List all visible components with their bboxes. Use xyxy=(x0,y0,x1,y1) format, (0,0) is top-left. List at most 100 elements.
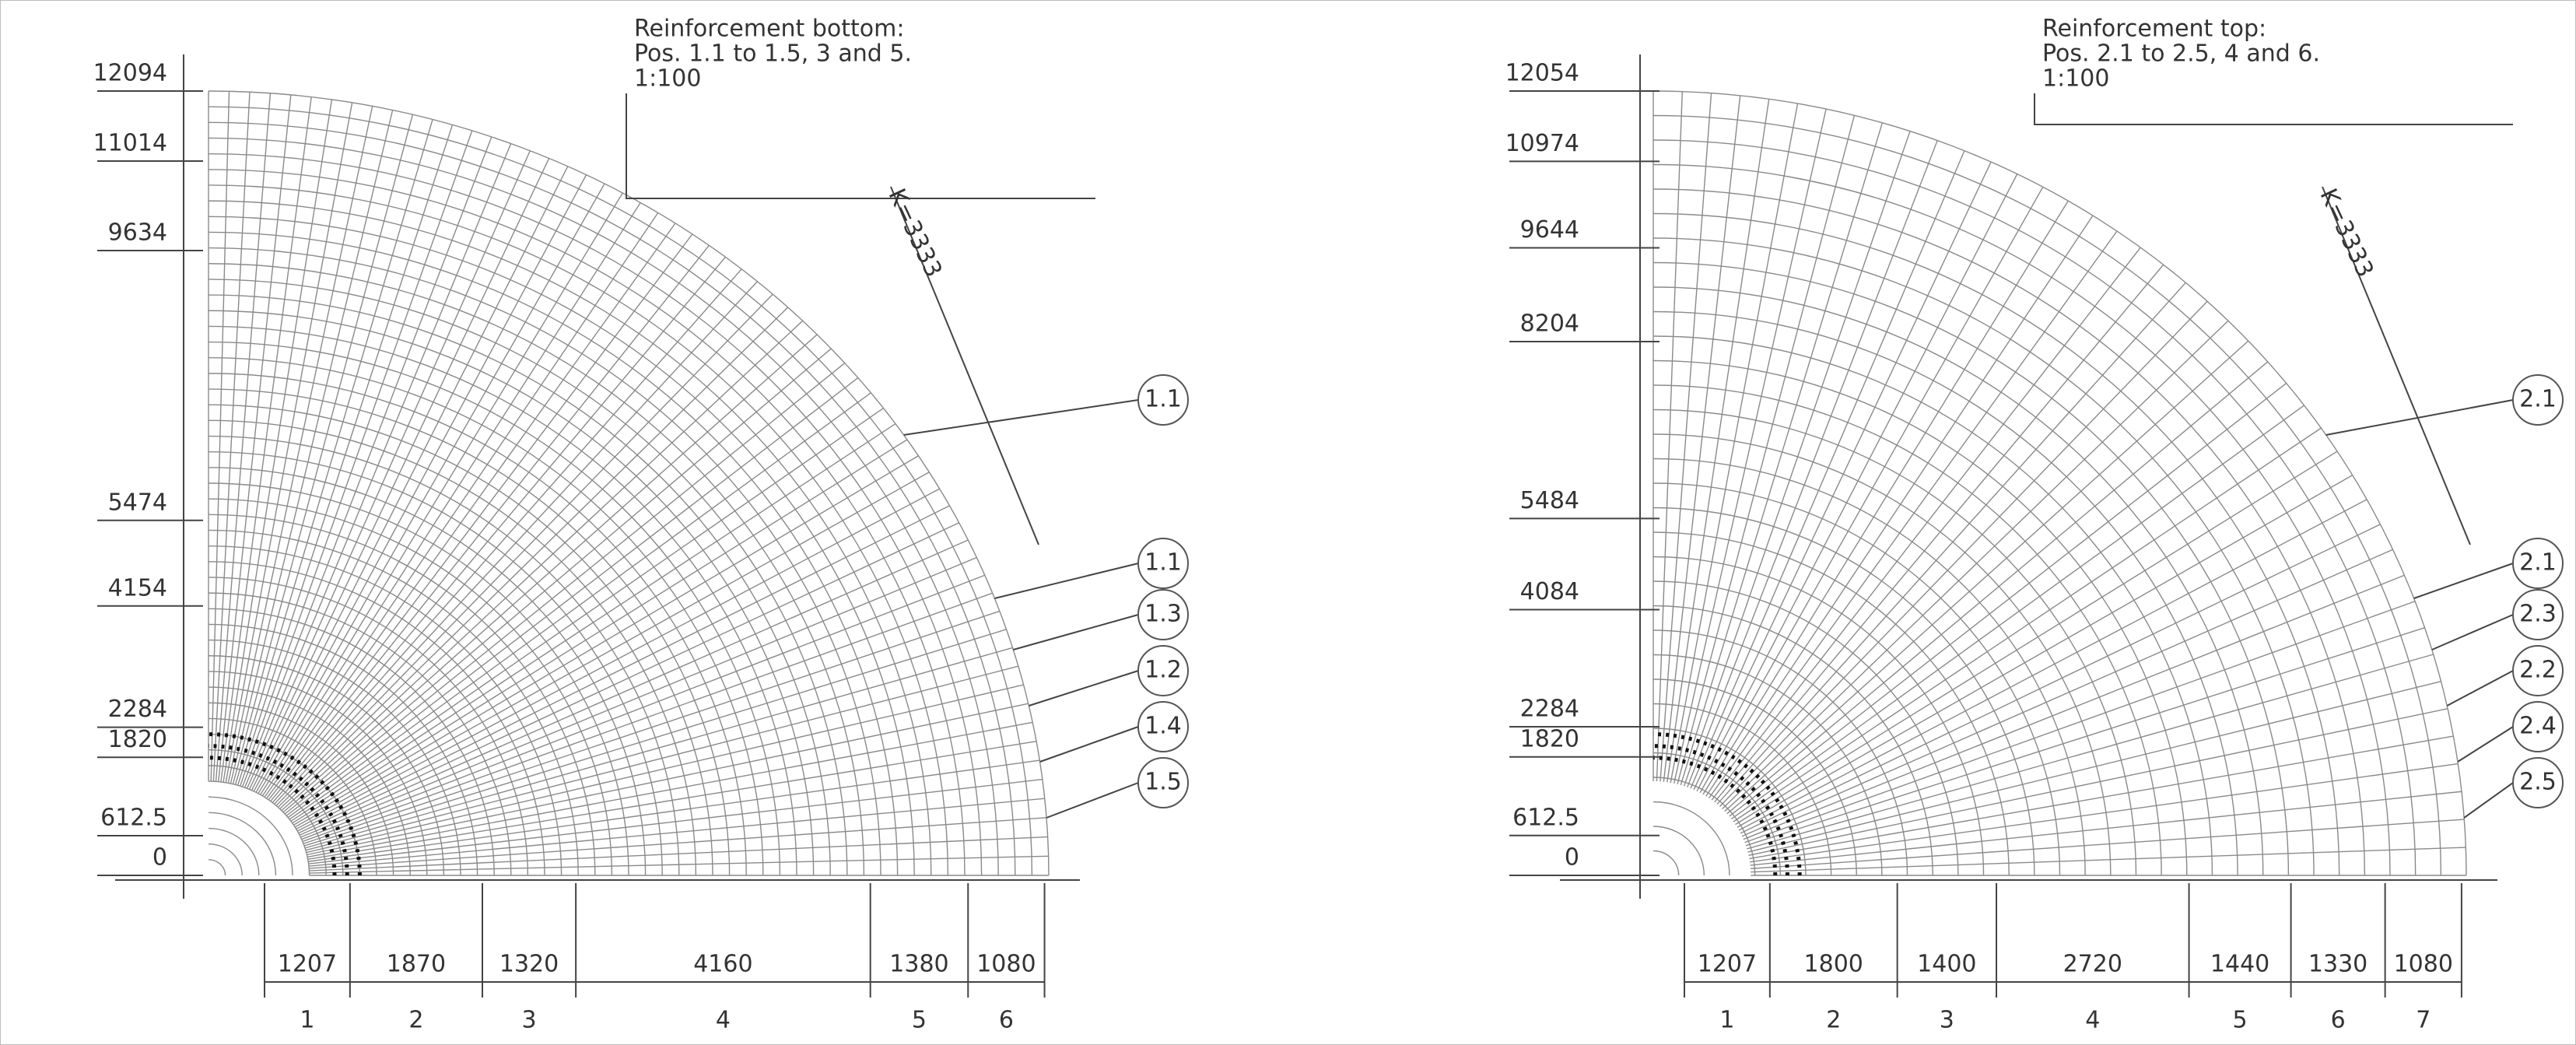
zone-number: 4 xyxy=(716,1007,731,1034)
mesh-ray xyxy=(1745,627,2425,847)
mesh-ray xyxy=(227,106,373,784)
mesh-ray xyxy=(270,256,726,802)
position-circle xyxy=(2512,645,2564,696)
mesh-ray xyxy=(1708,230,2118,799)
mesh-ray xyxy=(1724,340,2249,812)
mesh-ray xyxy=(225,102,353,783)
zone-number: 5 xyxy=(2233,1007,2248,1034)
mesh-ray xyxy=(309,855,1049,874)
vertical-dimension: 612.5 xyxy=(1512,804,1579,831)
mesh-ray xyxy=(303,629,1007,847)
vertical-dimension: 1820 xyxy=(1520,725,1579,752)
title-line: Reinforcement bottom: xyxy=(634,16,904,43)
vertical-dimension: 8204 xyxy=(1520,310,1579,337)
position-circle xyxy=(2512,701,2564,752)
horizontal-dimension: 1320 xyxy=(499,951,559,978)
inner-arc xyxy=(1652,756,1778,876)
mesh-ray xyxy=(1747,654,2434,850)
k-dim-line xyxy=(2322,186,2471,545)
mesh-ray xyxy=(296,488,941,829)
mesh-ray xyxy=(284,363,846,815)
title-line: Pos. 1.1 to 1.5, 3 and 5. xyxy=(634,40,912,68)
mesh-ray xyxy=(1743,574,2405,840)
leader-line xyxy=(1039,726,1139,763)
mesh-ray xyxy=(294,472,930,828)
mesh-ray xyxy=(286,377,859,816)
vertical-dimension: 5484 xyxy=(1520,487,1579,514)
mesh-ray xyxy=(1726,361,2269,815)
position-circle xyxy=(1137,538,1189,589)
mesh-ray xyxy=(244,143,512,788)
mesh-ray xyxy=(1751,819,2465,870)
position-label: 2.5 xyxy=(2519,769,2557,796)
mesh-ray xyxy=(289,407,884,820)
mesh-ray xyxy=(210,91,230,782)
vertical-dimension: 2284 xyxy=(1520,696,1579,723)
mesh-ray xyxy=(1738,499,2367,831)
leader-line xyxy=(1046,782,1139,819)
mesh-ray xyxy=(266,233,693,799)
vertical-dimension: 0 xyxy=(1565,844,1579,871)
mesh-ray xyxy=(239,130,473,787)
position-label: 2.3 xyxy=(2519,601,2557,628)
mesh-ray xyxy=(234,119,433,785)
mesh-ray xyxy=(279,320,804,809)
mesh-ray xyxy=(290,423,896,822)
zone-number: 1 xyxy=(1719,1007,1734,1034)
position-label: 2.2 xyxy=(2519,657,2557,684)
mesh-ray xyxy=(230,110,394,784)
zone-number: 1 xyxy=(300,1007,314,1034)
position-circle xyxy=(1137,701,1189,752)
mesh-arc xyxy=(1652,850,1680,876)
zone-number: 2 xyxy=(408,1007,423,1034)
mesh-ray xyxy=(255,183,605,793)
horizontal-dimension: 1207 xyxy=(278,951,337,978)
inner-arc xyxy=(1652,732,1802,876)
mesh-ray xyxy=(303,610,1001,844)
mesh-ray xyxy=(1714,264,2164,803)
mesh-ray xyxy=(309,836,1048,871)
leader-line xyxy=(2431,614,2514,650)
zone-number: 5 xyxy=(912,1007,927,1034)
mesh-ray xyxy=(246,150,531,789)
zone-number: 4 xyxy=(2085,1007,2100,1034)
mesh-ray xyxy=(1663,95,1741,782)
mesh-arc xyxy=(208,796,293,876)
k-dim-line xyxy=(890,186,1039,545)
vertical-dimension: 9644 xyxy=(1520,216,1579,244)
mesh-ray xyxy=(298,522,959,834)
vertical-dimension: 9634 xyxy=(108,219,167,247)
horizontal-dimension: 1080 xyxy=(976,951,1036,978)
zone-number: 6 xyxy=(999,1007,1014,1034)
mesh-ray xyxy=(306,684,1024,854)
mesh-ray xyxy=(1741,549,2393,837)
mesh-ray xyxy=(1667,99,1770,783)
position-circle xyxy=(1137,645,1189,696)
inner-arc xyxy=(208,744,349,876)
horizontal-dimension: 1330 xyxy=(2308,951,2367,978)
mesh-ray xyxy=(308,759,1040,862)
position-label: 1.3 xyxy=(1144,601,1182,628)
vertical-dimension: 4154 xyxy=(108,574,167,601)
mesh-arc xyxy=(208,859,226,876)
mesh-ray xyxy=(299,539,969,836)
mesh-ray xyxy=(1750,763,2459,863)
mesh-ray xyxy=(1680,122,1884,786)
vertical-dimension: 612.5 xyxy=(100,804,167,831)
horizontal-dimension: 1380 xyxy=(889,951,948,978)
mesh-ray xyxy=(1702,200,2069,795)
leader-line xyxy=(903,399,1139,436)
zone-number: 3 xyxy=(1940,1007,1954,1034)
mesh-ray xyxy=(281,334,818,812)
position-label: 1.1 xyxy=(1144,386,1182,413)
mesh-ray xyxy=(300,556,977,838)
leader-line xyxy=(2325,399,2514,436)
mesh-ray xyxy=(261,212,659,797)
mesh-ray xyxy=(237,124,454,786)
mesh-ray xyxy=(1711,247,2141,801)
title-line: 1:100 xyxy=(634,65,701,93)
horizontal-dimension: 1800 xyxy=(1804,951,1863,978)
vertical-dimension: 12054 xyxy=(1505,60,1579,87)
mesh-ray xyxy=(1735,451,2338,826)
